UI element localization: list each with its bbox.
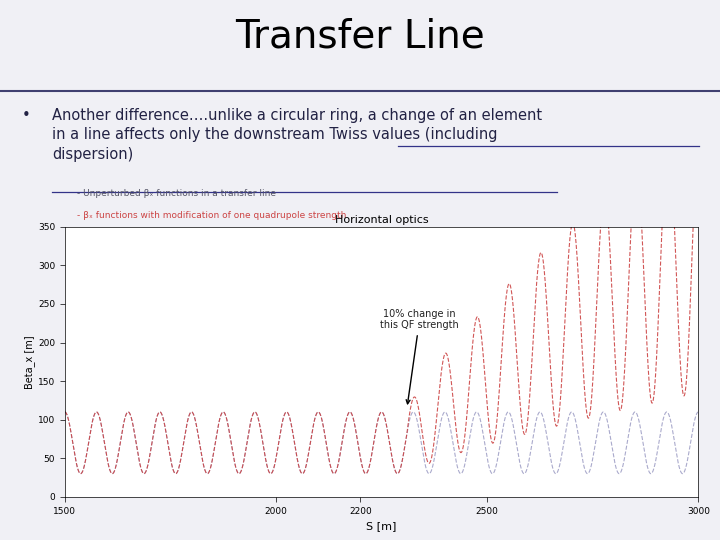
- Text: 10% change in
this QF strength: 10% change in this QF strength: [380, 308, 459, 404]
- Text: Another difference….unlike a circular ring, a change of an element
in a line aff: Another difference….unlike a circular ri…: [53, 107, 543, 162]
- Text: •: •: [22, 107, 30, 123]
- X-axis label: S [m]: S [m]: [366, 521, 397, 531]
- Text: - Unperturbed βₓ functions in a transfer line: - Unperturbed βₓ functions in a transfer…: [78, 189, 276, 198]
- Text: - βₓ functions with modification of one quadrupole strength: - βₓ functions with modification of one …: [78, 211, 347, 220]
- Y-axis label: Beta_x [m]: Beta_x [m]: [24, 335, 35, 389]
- Title: Horizontal optics: Horizontal optics: [335, 214, 428, 225]
- Text: Transfer Line: Transfer Line: [235, 18, 485, 56]
